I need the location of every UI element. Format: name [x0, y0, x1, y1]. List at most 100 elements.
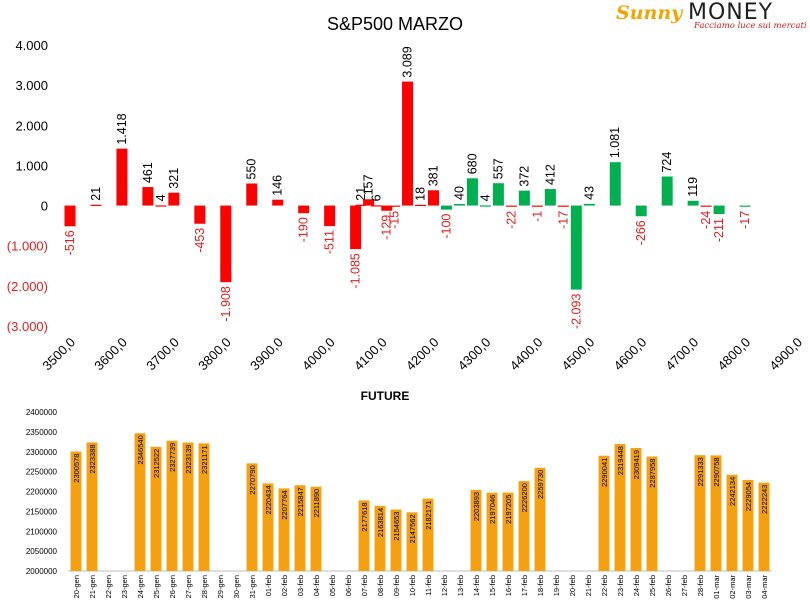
main-x-tick-label: 3600,0: [91, 335, 130, 374]
future-bar: [294, 485, 306, 571]
main-bar: [661, 176, 673, 206]
main-bar: [713, 205, 725, 215]
future-x-tick-label: 09-feb: [392, 575, 401, 596]
future-bar-data-label: 2321171: [200, 445, 209, 474]
main-bar-data-label: 21: [89, 187, 103, 201]
main-bar: [246, 183, 258, 206]
future-bar: [630, 448, 642, 571]
main-bar: [220, 205, 232, 283]
main-y-tick-label: 2.000: [15, 118, 48, 133]
future-x-tick-label: 02-mar: [728, 575, 737, 599]
future-bar: [646, 456, 658, 571]
main-x-tick-label: 3500,0: [39, 335, 78, 374]
main-bar-data-label: 321: [167, 168, 181, 189]
main-bar-data-label: -516: [63, 230, 77, 255]
future-bar-data-label: 2229054: [744, 482, 753, 511]
future-x-tick-label: 04-feb: [312, 575, 321, 596]
future-y-tick-label: 2150000: [26, 507, 58, 516]
main-bar: [428, 190, 439, 206]
future-bar-data-label: 2323388: [88, 444, 97, 473]
main-bar: [381, 205, 393, 211]
main-bar-data-label: 680: [465, 153, 479, 174]
future-bar: [374, 505, 386, 571]
future-bar-data-label: 2211890: [312, 489, 321, 518]
future-x-tick-label: 12-feb: [440, 575, 449, 596]
future-x-tick-label: 28-feb: [696, 575, 705, 596]
future-x-tick-label: 14-feb: [472, 575, 481, 596]
future-bar: [150, 446, 162, 571]
main-bar: [90, 204, 102, 206]
main-bar-data-label: 18: [414, 187, 428, 201]
main-bar: [544, 189, 556, 206]
future-bar: [406, 512, 418, 571]
future-bar-data-label: 2312522: [152, 449, 161, 478]
future-bar-data-label: 2346540: [136, 435, 145, 464]
future-x-tick-label: 21-gen: [88, 575, 97, 598]
future-x-tick-label: 27-gen: [184, 575, 193, 598]
main-bar: [355, 204, 367, 206]
main-bar-data-label: 4: [478, 194, 492, 201]
future-x-tick-label: 05-feb: [328, 575, 337, 596]
main-y-tick-label: 4.000: [15, 38, 48, 53]
future-y-tick-label: 2300000: [26, 448, 58, 457]
main-bar: [350, 205, 362, 250]
future-bar: [182, 442, 194, 571]
main-bar-data-label: 4: [154, 194, 168, 201]
future-y-tick-label: 2250000: [26, 468, 58, 477]
main-x-tick-label: 4400,0: [507, 335, 546, 374]
future-bar-data-label: 2177618: [360, 502, 369, 531]
future-x-tick-label: 11-feb: [424, 575, 433, 596]
main-bar: [492, 183, 504, 206]
future-bar: [134, 433, 146, 571]
future-x-tick-label: 17-feb: [520, 575, 529, 596]
main-bar: [168, 192, 180, 206]
future-x-tick-label: 22-gen: [104, 575, 113, 598]
main-bar: [739, 205, 751, 207]
future-bar-data-label: 2270790: [248, 465, 257, 494]
future-y-tick-label: 2400000: [26, 408, 58, 417]
main-bar-data-label: 6: [369, 194, 383, 201]
main-bar: [570, 205, 582, 290]
main-bar: [531, 205, 543, 207]
future-bar-data-label: 2197046: [488, 495, 497, 524]
main-bar: [635, 205, 647, 217]
main-x-tick-label: 4000,0: [299, 335, 338, 374]
future-bar-data-label: 2309419: [632, 450, 641, 479]
main-x-tick-label: 4100,0: [351, 335, 390, 374]
main-bar-data-label: 724: [660, 152, 674, 173]
future-bar: [534, 467, 546, 571]
main-bar: [116, 148, 128, 206]
main-bar-data-label: -1.085: [349, 253, 363, 288]
main-bar: [479, 205, 491, 207]
future-bar: [598, 455, 610, 571]
main-bar: [298, 205, 310, 214]
future-bar: [310, 486, 322, 571]
main-bar-data-label: -1: [530, 211, 544, 222]
future-bar-data-label: 2287958: [648, 459, 657, 488]
main-bar-data-label: -24: [699, 211, 713, 229]
future-x-tick-label: 30-gen: [232, 575, 241, 598]
main-bar: [142, 187, 154, 206]
future-bar: [470, 489, 482, 571]
future-bar-data-label: 2147562: [408, 514, 417, 543]
future-x-tick-label: 13-feb: [456, 575, 465, 596]
main-bar: [453, 203, 465, 206]
main-bar: [389, 205, 401, 207]
future-bar: [486, 492, 498, 571]
future-bar: [614, 444, 626, 571]
future-bar-data-label: 2290041: [600, 458, 609, 487]
future-x-tick-label: 27-feb: [680, 575, 689, 596]
main-x-tick-label: 4700,0: [663, 335, 702, 374]
future-x-tick-label: 01-mar: [712, 575, 721, 599]
future-x-tick-label: 23-gen: [120, 575, 129, 598]
future-bar-data-label: 2323139: [184, 445, 193, 474]
main-bar-data-label: -2.093: [569, 294, 583, 329]
main-bar-data-label: -15: [388, 211, 402, 229]
future-x-tick-label: 25-feb: [648, 575, 657, 596]
main-bar-data-label: 157: [362, 174, 376, 195]
main-bar-data-label: 372: [517, 166, 531, 187]
main-bar: [505, 205, 517, 207]
future-bar-data-label: 2290758: [712, 457, 721, 486]
main-bar-data-label: 146: [271, 175, 285, 196]
